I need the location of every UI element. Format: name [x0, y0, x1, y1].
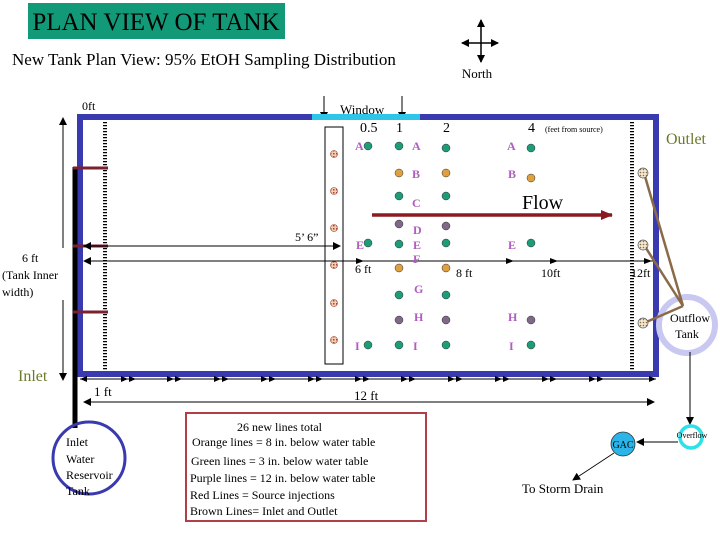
legend-line-brown: Brown Lines= Inlet and Outlet [190, 504, 338, 518]
column-header-0-5: 0.5 [360, 121, 378, 136]
dim-8ft-label: 8 ft [456, 266, 473, 280]
row-label-h: H [414, 310, 424, 324]
outlet-lines [642, 172, 685, 325]
sample-point-purple [394, 219, 404, 229]
title-box: PLAN VIEW OF TANK [28, 3, 285, 39]
sample-point-orange [394, 168, 404, 178]
compass-icon [461, 19, 499, 63]
gac-label: GAC [612, 440, 633, 451]
reservoir-label-2: Water [66, 452, 94, 466]
row-label-c: C [412, 196, 421, 210]
outflow-tank-ring [656, 294, 718, 356]
sample-point-green [441, 340, 451, 350]
overflow-ring [678, 424, 704, 450]
column-header-2: 2 [443, 121, 450, 136]
dim-10ft-label: 10ft [541, 266, 561, 280]
zero-ft-label: 0ft [82, 99, 96, 113]
legend-line-orange: Orange lines = 8 in. below water table [192, 435, 375, 449]
outflow-tank-label-1: Outflow [670, 311, 710, 325]
row-label-e: E [508, 238, 516, 252]
row-label-b: B [508, 167, 516, 181]
window-label: Window [340, 102, 385, 117]
reservoir-label-4: Tank [66, 484, 90, 498]
sample-point-green [394, 239, 404, 249]
inlet-label: Inlet [18, 368, 48, 385]
gac-node [610, 431, 636, 457]
sample-point-green [394, 290, 404, 300]
row-label-i: I [413, 339, 418, 353]
row-labels: A A A B B C D E E E F G H H I I I [355, 139, 518, 353]
row-label-f: F [413, 252, 420, 266]
tank-width-label-2: (Tank Inner [2, 268, 58, 282]
sample-point-orange [394, 263, 404, 273]
sample-point-green [441, 238, 451, 248]
dim-5-6-label: 5’ 6” [295, 230, 318, 244]
compass-north-label: North [462, 66, 493, 81]
dim-12ft-label: 12ft [631, 266, 651, 280]
sample-point-green [394, 340, 404, 350]
sample-point-green [526, 143, 536, 153]
sample-point-orange [441, 168, 451, 178]
sample-point-purple [441, 315, 451, 325]
tank-width-label-1: 6 ft [22, 251, 39, 265]
sample-point-purple [394, 315, 404, 325]
legend-title: 26 new lines total [237, 420, 323, 434]
sample-point-green [441, 290, 451, 300]
overflow-label: Overflow [677, 431, 708, 440]
sample-point-green [526, 238, 536, 248]
feet-from-source-label: (feet from source) [545, 125, 603, 134]
sample-point-green [441, 143, 451, 153]
row-label-b: B [412, 167, 420, 181]
row-label-g: G [414, 282, 423, 296]
row-label-e: E [413, 238, 421, 252]
row-label-i: I [509, 339, 514, 353]
sample-point-green [394, 191, 404, 201]
outflow-tank-label-2: Tank [675, 327, 699, 341]
row-label-e: E [356, 238, 364, 252]
legend-box: 26 new lines total Orange lines = 8 in. … [185, 412, 427, 522]
row-label-i: I [355, 339, 360, 353]
ruler-ticks [80, 376, 656, 382]
sample-point-green [363, 340, 373, 350]
twelve-ft-label: 12 ft [354, 388, 379, 403]
row-label-h: H [508, 310, 518, 324]
source-ports [330, 150, 338, 344]
page-title: PLAN VIEW OF TANK [32, 9, 279, 36]
sample-point-purple [526, 315, 536, 325]
sample-point-purple [441, 221, 451, 231]
row-label-d: D [413, 223, 422, 237]
outlet-ports [637, 167, 649, 329]
one-ft-label: 1 ft [94, 384, 112, 399]
legend-line-red: Red Lines = Source injections [190, 488, 335, 502]
dim-6ft-label: 6 ft [355, 262, 372, 276]
subtitle: New Tank Plan View: 95% EtOH Sampling Di… [12, 50, 396, 69]
column-header-4: 4 [528, 121, 535, 136]
sampling-points [363, 141, 536, 350]
row-label-a: A [507, 139, 516, 153]
sample-point-green [526, 340, 536, 350]
tank-width-label-3: width) [2, 285, 33, 299]
inlet-reservoir-ring [51, 420, 127, 496]
sample-point-green [394, 141, 404, 151]
legend-line-purple: Purple lines = 12 in. below water table [190, 471, 375, 485]
flow-label: Flow [522, 192, 564, 214]
sample-point-green [363, 141, 373, 151]
gac-to-drain-line [572, 452, 615, 481]
storm-drain-label: To Storm Drain [522, 481, 604, 496]
sample-point-green [441, 191, 451, 201]
sample-point-orange [526, 173, 536, 183]
window-segment [312, 114, 420, 120]
outlet-label: Outlet [666, 131, 707, 148]
reservoir-label-1: Inlet [66, 435, 89, 449]
column-header-1: 1 [396, 121, 403, 136]
row-label-a: A [355, 139, 364, 153]
legend-line-green: Green lines = 3 in. below water table [191, 454, 368, 468]
sample-point-orange [441, 263, 451, 273]
row-label-a: A [412, 139, 421, 153]
sample-point-green [363, 238, 373, 248]
reservoir-label-3: Reservoir [66, 468, 113, 482]
